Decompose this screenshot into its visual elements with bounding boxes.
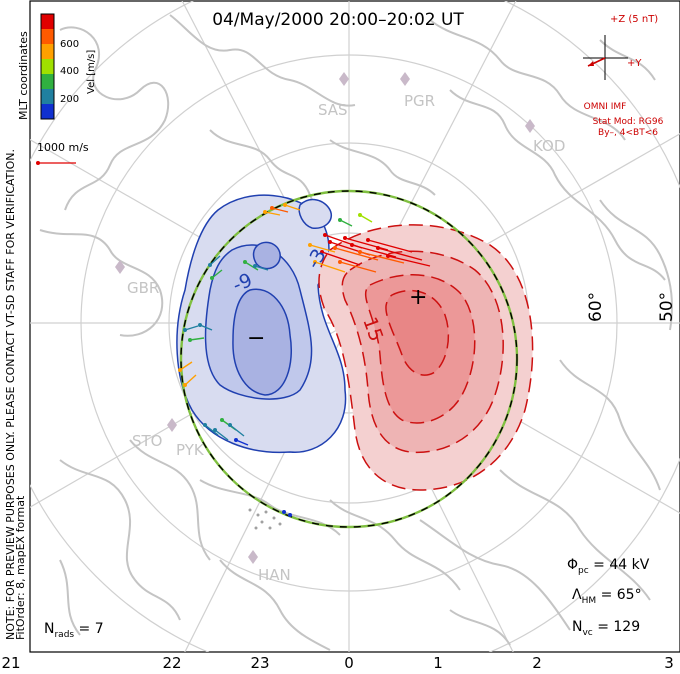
negative-potential-cell xyxy=(176,194,347,454)
station-label-gbr: GBR xyxy=(127,279,159,297)
positive-potential-cell xyxy=(318,224,534,491)
preview-note: NOTE: FOR PREVIEW PURPOSES ONLY. PLEASE … xyxy=(4,149,17,640)
imf-z-label: +Z (5 nT) xyxy=(610,14,658,25)
colorbar-ticks: 600 400 200 xyxy=(60,39,79,105)
station-markers xyxy=(115,72,535,564)
mlt-tick-23: 23 xyxy=(250,654,269,672)
lat-label-60: 60° xyxy=(586,292,606,322)
mlt-tick-2: 2 xyxy=(532,654,542,672)
station-label-sas: SAS xyxy=(318,101,348,119)
contour-label-3: 3 xyxy=(321,267,323,269)
hm-boundary-dash xyxy=(180,190,518,528)
coordinates-label: MLT coordinates xyxy=(17,31,30,120)
velocity-colorbar xyxy=(40,13,55,120)
imf-stat-model: Stat Mod: RG96 xyxy=(593,117,664,127)
colorbar-axis-label: Vel [m/s] xyxy=(86,50,97,94)
colorbar-tick-600: 600 xyxy=(60,39,79,50)
stat-cross-polar-potential: Φpc = 44 kV xyxy=(567,557,650,576)
station-label-pyk: PYK xyxy=(176,441,205,459)
colorbar-tick-200: 200 xyxy=(60,94,79,105)
grid-points xyxy=(248,508,282,530)
imf-clock xyxy=(583,35,628,80)
potential-maximum-marker: + xyxy=(409,285,427,310)
fit-order-note: FitOrder: 8, mapEX format xyxy=(14,495,27,640)
imf-condition: By–, 4<BT<6 xyxy=(598,128,658,138)
imf-source: OMNI IMF xyxy=(584,102,627,112)
low-vectors xyxy=(282,510,292,517)
scale-vector-origin xyxy=(36,161,40,165)
latitude-labels: 60° 50° xyxy=(586,292,677,322)
mlt-axis: 21 22 23 0 1 2 3 xyxy=(1,654,673,672)
lat-label-50: 50° xyxy=(657,292,677,322)
station-label-kod: KOD xyxy=(533,137,565,155)
mlt-tick-21: 21 xyxy=(1,654,20,672)
station-label-sto: STO xyxy=(132,432,163,450)
imf-text: +Z (5 nT) +Y OMNI IMF Stat Mod: RG96 By–… xyxy=(584,14,664,138)
station-labels: SAS PGR KOD GBR STO PYK HAN xyxy=(127,92,565,584)
mlt-tick-22: 22 xyxy=(162,654,181,672)
scale-vector-label: 1000 m/s xyxy=(37,141,89,154)
potential-minimum-marker: − xyxy=(247,326,265,351)
station-label-pgr: PGR xyxy=(404,92,435,110)
coastlines xyxy=(39,14,673,651)
stat-hm-latitude: ΛHM = 65° xyxy=(572,587,642,606)
stat-vector-count: Nvc = 129 xyxy=(572,619,640,638)
fit-statistics: Φpc = 44 kV ΛHM = 65° Nvc = 129 Nrads = … xyxy=(44,557,650,640)
mlt-tick-3: 3 xyxy=(664,654,674,672)
colorbar-tick-400: 400 xyxy=(60,66,79,77)
velocity-vectors-dusk xyxy=(178,203,373,446)
stat-radar-count: Nrads = 7 xyxy=(44,621,104,640)
station-label-han: HAN xyxy=(258,566,291,584)
mlt-tick-1: 1 xyxy=(433,654,443,672)
velocity-vectors-throat xyxy=(308,233,431,273)
imf-y-label: +Y xyxy=(627,58,642,69)
mlt-tick-0: 0 xyxy=(344,654,354,672)
map-title: 04/May/2000 20:00–20:02 UT xyxy=(212,10,464,30)
